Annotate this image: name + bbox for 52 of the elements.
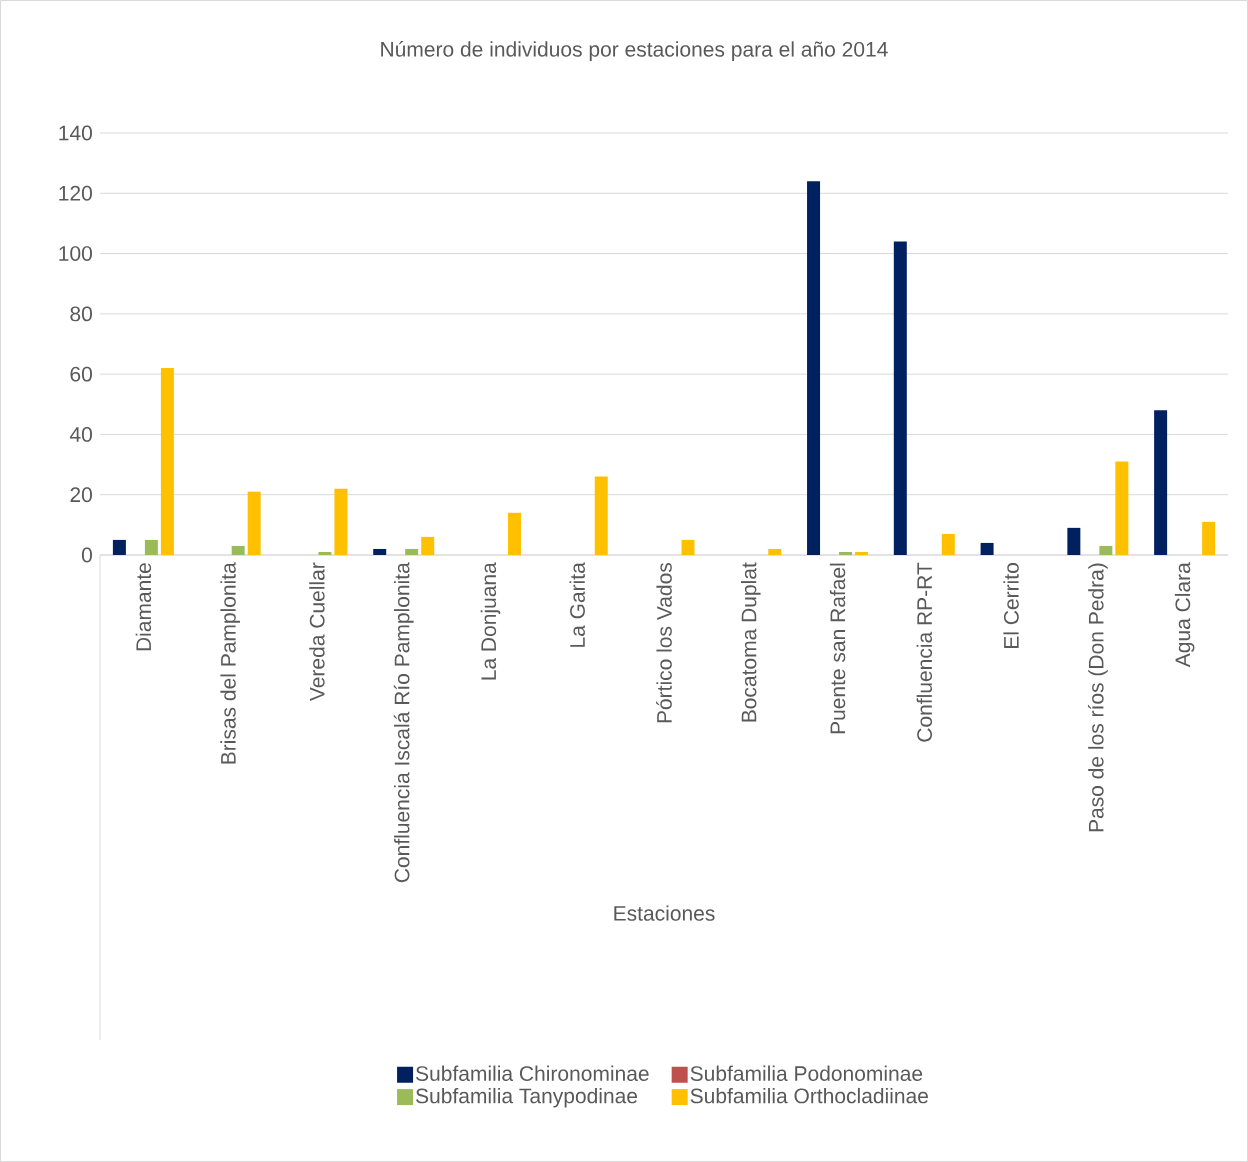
bar xyxy=(1099,545,1113,555)
y-tick-label: 20 xyxy=(70,487,92,503)
y-tick-label: 120 xyxy=(59,185,92,201)
bar xyxy=(160,368,174,555)
bar xyxy=(1154,410,1168,555)
y-tick-label: 80 xyxy=(70,306,92,322)
x-tick-label: Pórtico los Vados xyxy=(656,562,672,723)
bar xyxy=(231,545,245,555)
y-tick-label: 60 xyxy=(70,366,92,382)
x-tick-label: La Donjuana xyxy=(480,562,501,680)
x-tick-label: La Garita xyxy=(569,562,585,647)
bar xyxy=(1067,527,1081,555)
bar xyxy=(421,536,435,555)
legend-label: Subfamilia Orthocladiinae xyxy=(690,1087,928,1104)
bar xyxy=(855,551,869,555)
bar xyxy=(768,548,782,555)
x-tick-label: Confluencia Iscalá Río Pamplonita xyxy=(393,562,414,883)
bar xyxy=(1115,461,1129,555)
chart-title: Número de individuos por estaciones para el año 2014 xyxy=(381,41,888,61)
legend-label: Subfamilia Tanypodinae xyxy=(416,1087,638,1108)
x-tick-label: El Cerrito xyxy=(1003,563,1019,648)
bar xyxy=(681,539,695,555)
bar xyxy=(1202,521,1216,555)
x-tick-label: Vereda Cuellar xyxy=(309,562,325,702)
bar xyxy=(594,476,608,555)
bar xyxy=(112,539,126,555)
x-axis-title: Estaciones xyxy=(614,905,715,921)
y-tick-label: 40 xyxy=(69,426,92,442)
bar xyxy=(980,542,994,555)
bar xyxy=(247,491,261,555)
x-tick-label: Diamante xyxy=(135,563,152,651)
bar xyxy=(334,488,348,555)
x-tick-label: Confluencia RP-RT xyxy=(916,562,933,742)
x-tick-label: Puente san Rafael xyxy=(829,563,846,734)
bar xyxy=(507,512,521,555)
legend-label: Subfamilia Podonominae xyxy=(690,1065,923,1081)
y-tick-label: 140 xyxy=(59,125,92,141)
bar xyxy=(405,548,419,555)
x-tick-label: Bocatoma Duplat xyxy=(740,562,761,722)
bar xyxy=(839,551,853,555)
x-tick-label: Agua Clara xyxy=(1174,562,1195,668)
x-tick-label: Paso de los ríos (Don Pedra) xyxy=(1087,563,1108,832)
bar xyxy=(318,551,332,555)
bar xyxy=(941,533,955,555)
y-tick-label: 0 xyxy=(81,547,92,563)
y-tick-label: 100 xyxy=(59,246,92,261)
bar xyxy=(373,548,387,555)
bar xyxy=(893,241,907,555)
bar xyxy=(807,181,821,555)
x-tick-label: Brisas del Pamplonita xyxy=(220,562,240,764)
legend-label: Subfamilia Chironominae xyxy=(416,1065,649,1081)
bar xyxy=(144,539,158,555)
